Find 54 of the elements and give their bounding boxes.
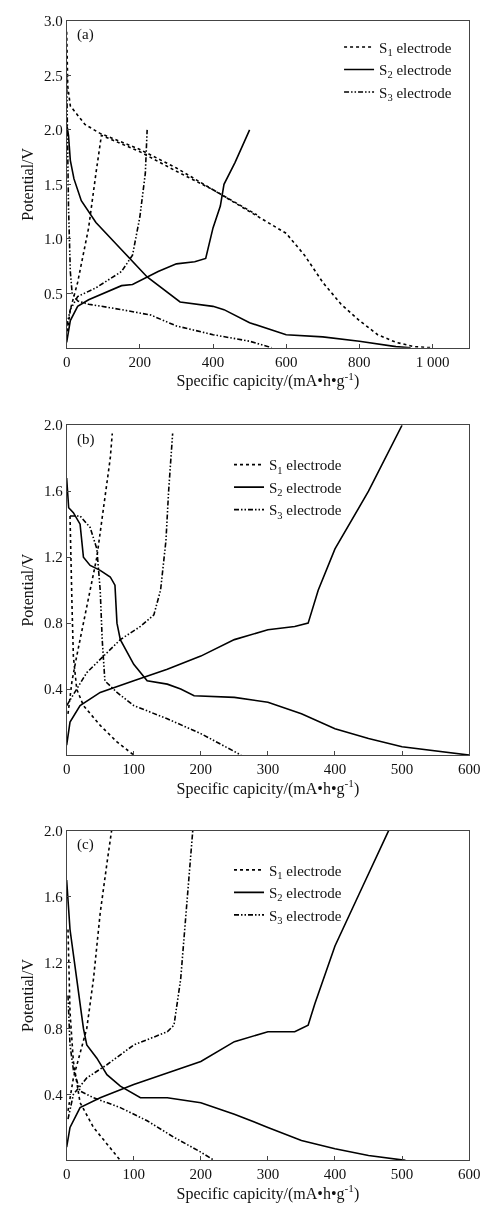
x-axis-title: Specific capicity/(mA•h•g$^{-1}$): [176, 1182, 360, 1204]
x-tick-label: 300: [256, 761, 280, 778]
legend-label: S$_{3}$ electrode: [269, 907, 342, 926]
x-tick-label: 600: [274, 353, 298, 370]
x-axis-title: Specific capicity/(mA•h•g$^{-1}$): [176, 777, 360, 798]
x-tick-label: 0: [62, 761, 71, 778]
y-tick-label: 0.8: [43, 1020, 63, 1037]
x-tick-label: 100: [122, 1166, 145, 1183]
x-tick-label: 200: [128, 353, 152, 370]
x-tick-label: 500: [390, 761, 414, 778]
x-tick-label: 300: [256, 1166, 280, 1183]
x-tick-label: 800: [348, 353, 371, 370]
legend-label: S$_{1}$ electrode: [379, 39, 452, 58]
y-tick-label: 3.0: [43, 13, 63, 30]
legend-label: S$_{2}$ electrode: [269, 479, 342, 499]
x-tick-label: 500: [390, 1166, 414, 1183]
y-tick-label: 2.0: [43, 822, 63, 839]
x-tick-label: 400: [201, 353, 225, 370]
y-tick-label: 0.5: [43, 285, 63, 302]
x-tick-label: 100: [122, 761, 145, 778]
legend-label: S$_{1}$ electrode: [269, 862, 342, 881]
legend-label: S$_{1}$ electrode: [269, 457, 342, 476]
legend-label: S$_{3}$ electrode: [269, 502, 342, 521]
y-axis-title: Potential/V: [18, 553, 36, 627]
y-tick-label: 1.6: [43, 888, 64, 905]
y-tick-label: 1.6: [43, 483, 64, 500]
annotation: (b): [77, 431, 95, 448]
y-tick-label: 1.2: [43, 549, 63, 566]
y-tick-label: 2.5: [43, 67, 63, 84]
x-tick-label: 0: [62, 353, 71, 370]
annotation: (a): [77, 26, 94, 43]
y-tick-label: 0.4: [43, 681, 64, 698]
y-tick-label: 2.0: [43, 122, 63, 139]
y-tick-label: 1.5: [43, 176, 63, 193]
y-axis-title: Potential/V: [18, 147, 36, 221]
y-tick-label: 1.0: [43, 231, 63, 248]
y-tick-label: 0.8: [43, 615, 63, 632]
legend-label: S$_{2}$ electrode: [379, 62, 452, 81]
x-tick-label: 200: [189, 1166, 213, 1183]
y-axis-title: Potential/V: [18, 958, 36, 1032]
x-tick-label: 600: [457, 1166, 481, 1183]
x-tick-label: 0: [62, 1166, 71, 1183]
x-tick-label: 400: [323, 761, 347, 778]
legend-label: S$_{3}$ electrode: [379, 84, 452, 103]
x-tick-label: 600: [457, 761, 481, 778]
y-tick-label: 1.2: [43, 954, 63, 971]
annotation: (c): [77, 836, 94, 853]
y-tick-label: 2.0: [43, 417, 63, 434]
y-tick-label: 0.4: [43, 1086, 64, 1103]
x-tick-label: 1 000: [415, 353, 450, 370]
legend-label: S$_{2}$ electrode: [269, 885, 342, 904]
x-tick-label: 400: [323, 1166, 347, 1183]
x-axis-title: Specific capicity/(mA•h•g$^{-1}$): [176, 369, 360, 391]
x-tick-label: 200: [189, 761, 213, 778]
